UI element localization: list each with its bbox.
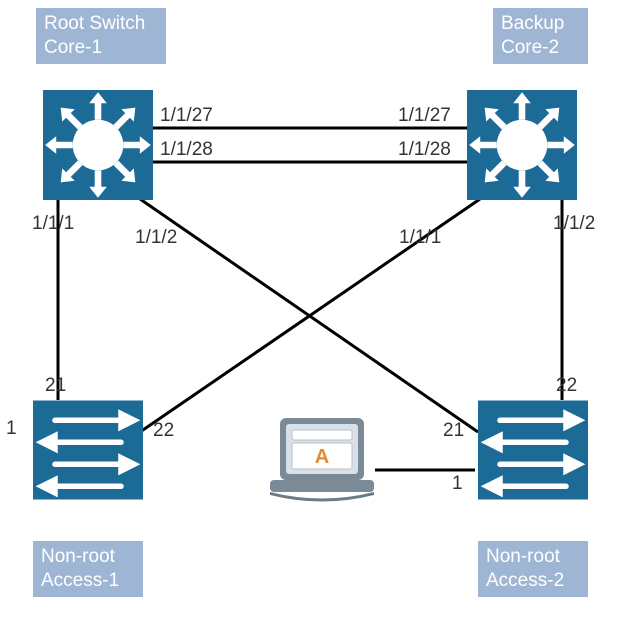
port-core1-28: 1/1/28 [160, 139, 213, 161]
core1-title-line2: Core-1 [44, 37, 102, 58]
access1-label: Non-root Access-1 [33, 541, 143, 597]
access2-title-line2: Access-2 [486, 570, 564, 591]
port-access2-22: 22 [556, 375, 577, 397]
host-laptop-icon: A [262, 413, 382, 518]
port-access2-21: 21 [443, 420, 464, 442]
core2-title-line1: Backup [501, 13, 564, 34]
core1-label: Root Switch Core-1 [36, 8, 166, 64]
core2-switch-icon [467, 90, 577, 200]
core2-title-line2: Core-2 [501, 37, 559, 58]
port-core2-112: 1/1/2 [553, 213, 595, 235]
access2-switch-icon [478, 400, 588, 500]
port-core1-27: 1/1/27 [160, 105, 213, 127]
core1-switch-icon [43, 90, 153, 200]
core2-label: Backup Core-2 [493, 8, 588, 64]
access2-label: Non-root Access-2 [478, 541, 588, 597]
port-core2-111: 1/1/1 [399, 227, 441, 249]
port-core2-27: 1/1/27 [398, 105, 451, 127]
port-core2-28: 1/1/28 [398, 139, 451, 161]
access2-title-line1: Non-root [486, 546, 560, 567]
port-access1-21: 21 [45, 375, 66, 397]
port-host-access1: 1 [6, 418, 17, 440]
access1-switch-icon [33, 400, 143, 500]
port-core1-111: 1/1/1 [32, 213, 74, 235]
port-access1-22: 22 [153, 420, 174, 442]
port-host-access2: 1 [452, 473, 463, 495]
access1-title-line2: Access-1 [41, 570, 119, 591]
host-letter-svg: A [315, 446, 329, 468]
port-core1-112: 1/1/2 [135, 227, 177, 249]
core1-title-line1: Root Switch [44, 13, 145, 34]
access1-title-line1: Non-root [41, 546, 115, 567]
